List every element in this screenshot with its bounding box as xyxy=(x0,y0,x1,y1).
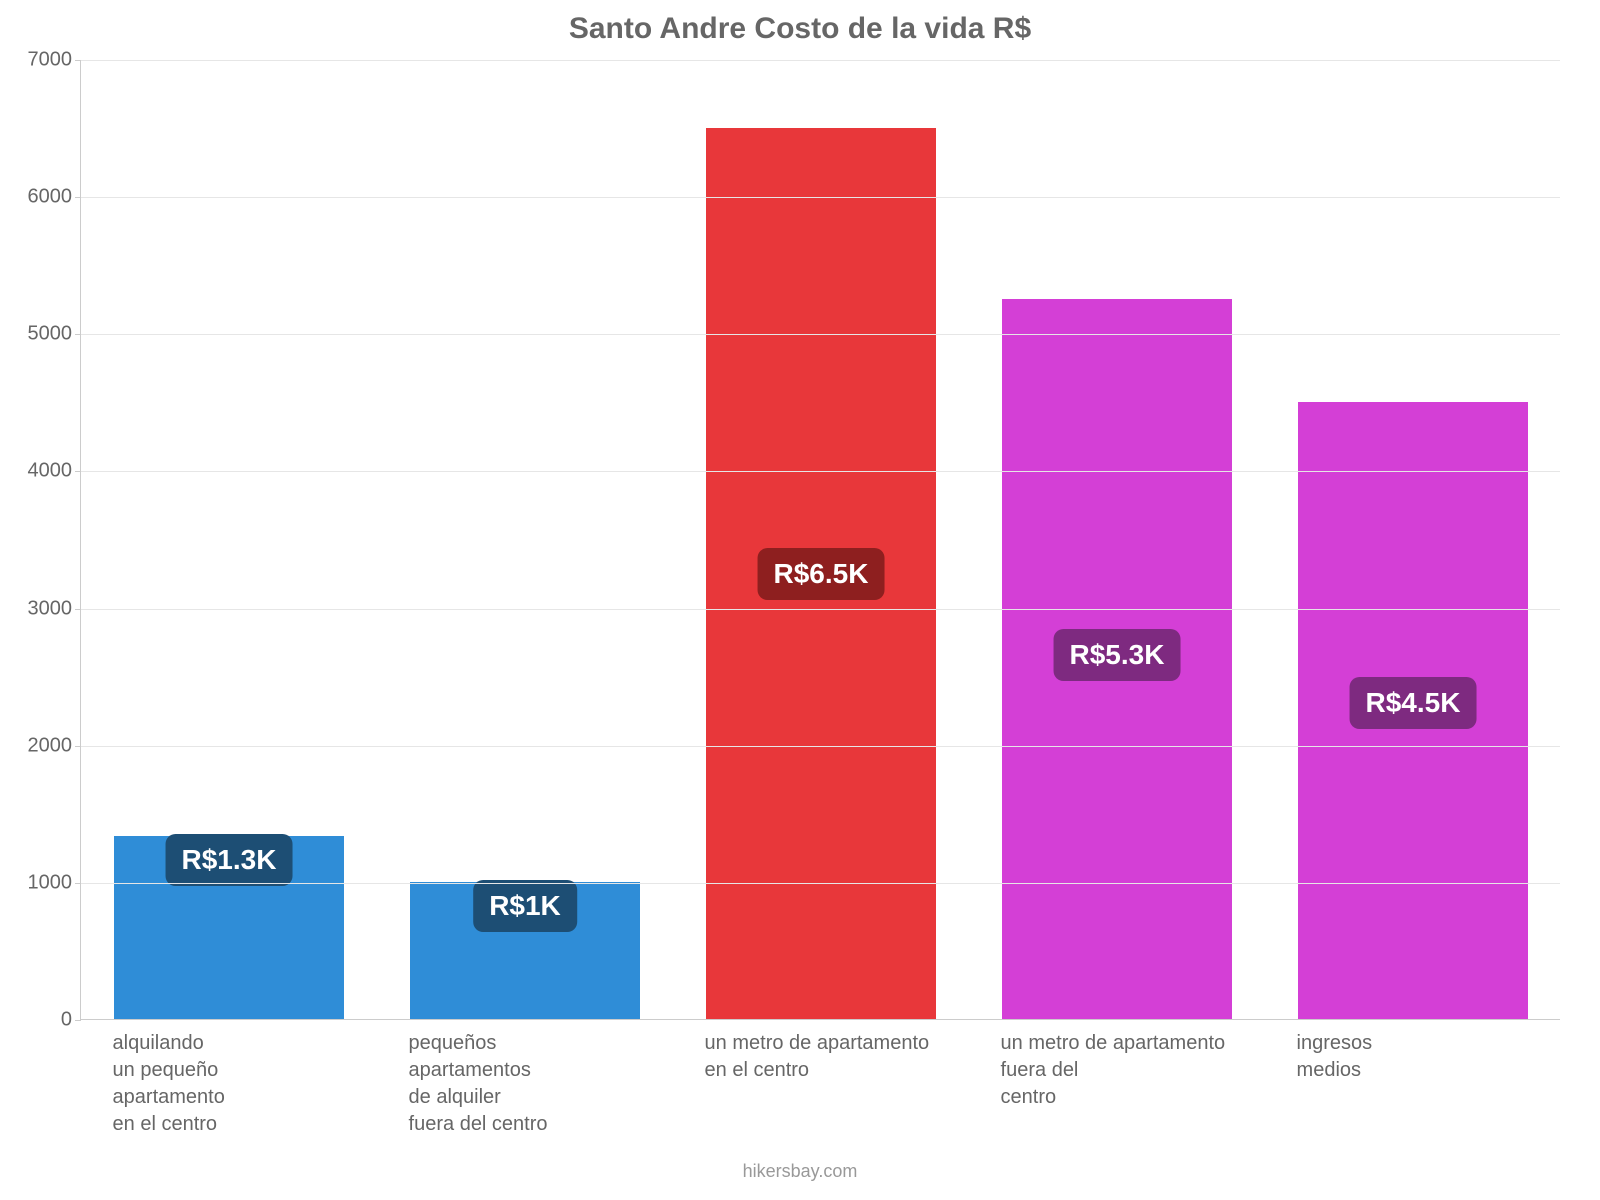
chart-footer: hikersbay.com xyxy=(0,1161,1600,1182)
ytick-mark xyxy=(75,60,81,61)
bars-layer: R$1.3K R$1K R$6.5K R$5.3K R$4.5K xyxy=(81,60,1560,1019)
plot-area: R$1.3K R$1K R$6.5K R$5.3K R$4.5K xyxy=(80,60,1560,1020)
gridline xyxy=(81,883,1560,884)
value-badge: R$1K xyxy=(473,880,577,932)
ytick-mark xyxy=(75,1020,81,1021)
ytick-label: 2000 xyxy=(2,734,72,757)
ytick-mark xyxy=(75,609,81,610)
ytick-label: 3000 xyxy=(2,597,72,620)
gridline xyxy=(81,197,1560,198)
ytick-mark xyxy=(75,334,81,335)
x-axis-label: un metro de apartamento en el centro xyxy=(705,1030,1031,1084)
ytick-mark xyxy=(75,471,81,472)
gridline xyxy=(81,609,1560,610)
gridline xyxy=(81,471,1560,472)
value-badge: R$1.3K xyxy=(166,834,293,886)
bar-slot: R$5.3K xyxy=(1002,60,1233,1019)
x-axis-label: un metro de apartamento fuera del centro xyxy=(1001,1030,1327,1111)
value-badge: R$5.3K xyxy=(1054,629,1181,681)
ytick-mark xyxy=(75,883,81,884)
value-badge: R$4.5K xyxy=(1350,677,1477,729)
ytick-label: 7000 xyxy=(2,49,72,72)
value-badge: R$6.5K xyxy=(758,548,885,600)
bar-slot: R$4.5K xyxy=(1298,60,1529,1019)
bar-slot: R$6.5K xyxy=(706,60,937,1019)
bar-slot: R$1.3K xyxy=(114,60,345,1019)
x-axis-label: pequeños apartamentos de alquiler fuera … xyxy=(409,1030,735,1138)
ytick-label: 4000 xyxy=(2,460,72,483)
ytick-label: 5000 xyxy=(2,323,72,346)
ytick-mark xyxy=(75,197,81,198)
ytick-label: 6000 xyxy=(2,186,72,209)
bar-slot: R$1K xyxy=(410,60,641,1019)
x-axis-label: ingresos medios xyxy=(1297,1030,1600,1084)
ytick-label: 1000 xyxy=(2,871,72,894)
gridline xyxy=(81,746,1560,747)
chart-title: Santo Andre Costo de la vida R$ xyxy=(0,12,1600,46)
gridline xyxy=(81,60,1560,61)
ytick-mark xyxy=(75,746,81,747)
gridline xyxy=(81,334,1560,335)
x-axis-label: alquilando un pequeño apartamento en el … xyxy=(113,1030,439,1138)
cost-of-living-chart: Santo Andre Costo de la vida R$ R$1.3KR$… xyxy=(0,0,1600,1200)
ytick-label: 0 xyxy=(2,1009,72,1032)
